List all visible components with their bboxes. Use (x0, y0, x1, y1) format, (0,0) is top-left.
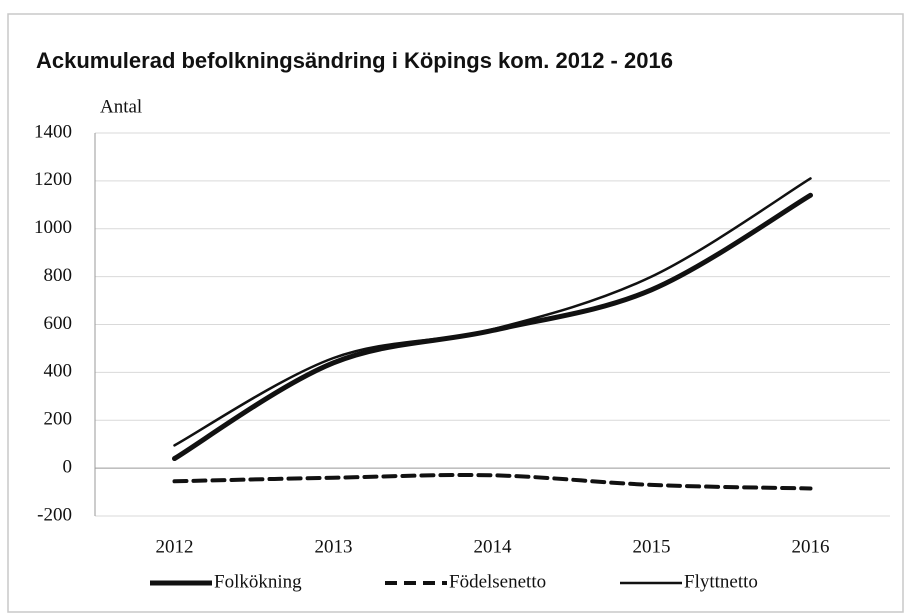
y-tick-label: -200 (37, 504, 72, 525)
chart-frame (7, 13, 904, 613)
x-tick-label: 2014 (474, 536, 513, 557)
x-tick-label: 2016 (792, 536, 830, 557)
y-tick-label: 1200 (34, 169, 72, 190)
y-tick-label: 600 (44, 313, 73, 334)
legend-label: Flyttnetto (684, 571, 758, 592)
legend-label: Födelsenetto (449, 571, 546, 592)
y-tick-label: 1400 (34, 121, 72, 142)
y-tick-label: 1000 (34, 217, 72, 238)
line-series (173, 177, 812, 447)
legend-label: Folkökning (214, 571, 302, 592)
x-tick-label: 2012 (156, 536, 194, 557)
x-tick-label: 2015 (633, 536, 671, 557)
y-tick-label: 800 (44, 265, 73, 286)
y-tick-label: 400 (44, 361, 73, 382)
y-tick-label: 200 (44, 409, 73, 430)
chart-title: Ackumulerad befolkningsändring i Köpings… (36, 48, 673, 73)
y-axis-label: Antal (100, 96, 142, 117)
x-tick-label: 2013 (315, 536, 353, 557)
y-tick-label: 0 (63, 456, 73, 477)
line-series (172, 473, 813, 491)
